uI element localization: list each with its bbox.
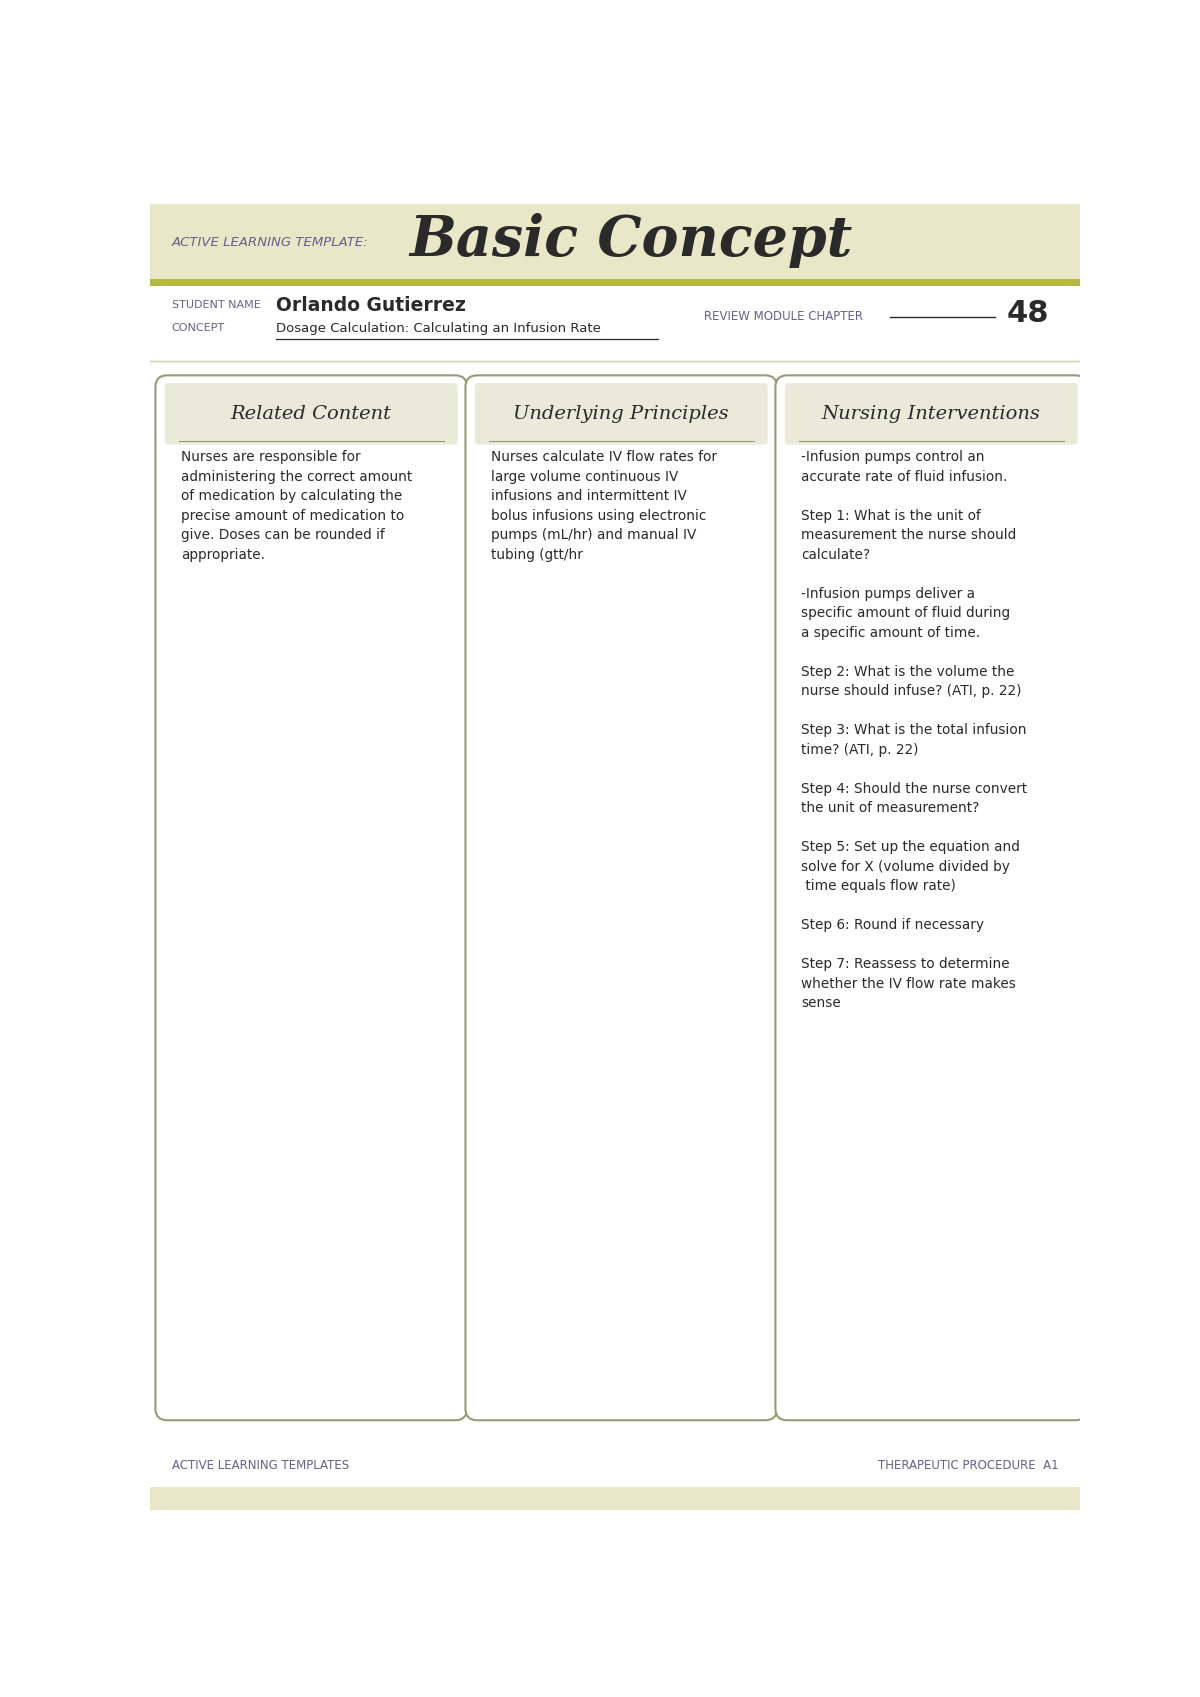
Text: 48: 48 [1007, 299, 1049, 328]
Bar [168, 411, 454, 441]
Text: ACTIVE LEARNING TEMPLATES: ACTIVE LEARNING TEMPLATES [172, 1459, 349, 1473]
Text: STUDENT NAME: STUDENT NAME [172, 300, 260, 311]
Text: Nurses are responsible for
administering the correct amount
of medication by cal: Nurses are responsible for administering… [181, 450, 413, 562]
Text: ACTIVE LEARNING TEMPLATE:: ACTIVE LEARNING TEMPLATE: [172, 236, 368, 249]
Text: -Infusion pumps control an
accurate rate of fluid infusion.

Step 1: What is the: -Infusion pumps control an accurate rate… [802, 450, 1027, 1010]
Bar [150, 1487, 1080, 1510]
FancyBboxPatch shape [156, 375, 467, 1420]
Text: Underlying Principles: Underlying Principles [514, 406, 730, 423]
Text: Related Content: Related Content [230, 406, 391, 423]
Text: REVIEW MODULE CHAPTER: REVIEW MODULE CHAPTER [704, 311, 863, 324]
Text: Orlando Gutierrez: Orlando Gutierrez [276, 295, 466, 314]
Bar [150, 204, 1080, 282]
FancyBboxPatch shape [775, 375, 1087, 1420]
FancyBboxPatch shape [475, 384, 768, 445]
Text: Dosage Calculation: Calculating an Infusion Rate: Dosage Calculation: Calculating an Infus… [276, 322, 600, 334]
FancyBboxPatch shape [466, 375, 776, 1420]
Bar [479, 411, 763, 441]
Text: CONCEPT: CONCEPT [172, 324, 224, 333]
Text: Nursing Interventions: Nursing Interventions [822, 406, 1040, 423]
Text: Nurses calculate IV flow rates for
large volume continuous IV
infusions and inte: Nurses calculate IV flow rates for large… [491, 450, 718, 562]
Text: THERAPEUTIC PROCEDURE  A1: THERAPEUTIC PROCEDURE A1 [877, 1459, 1058, 1473]
FancyBboxPatch shape [785, 384, 1078, 445]
Bar [788, 411, 1074, 441]
Text: Basic Concept: Basic Concept [409, 214, 853, 268]
FancyBboxPatch shape [164, 384, 457, 445]
